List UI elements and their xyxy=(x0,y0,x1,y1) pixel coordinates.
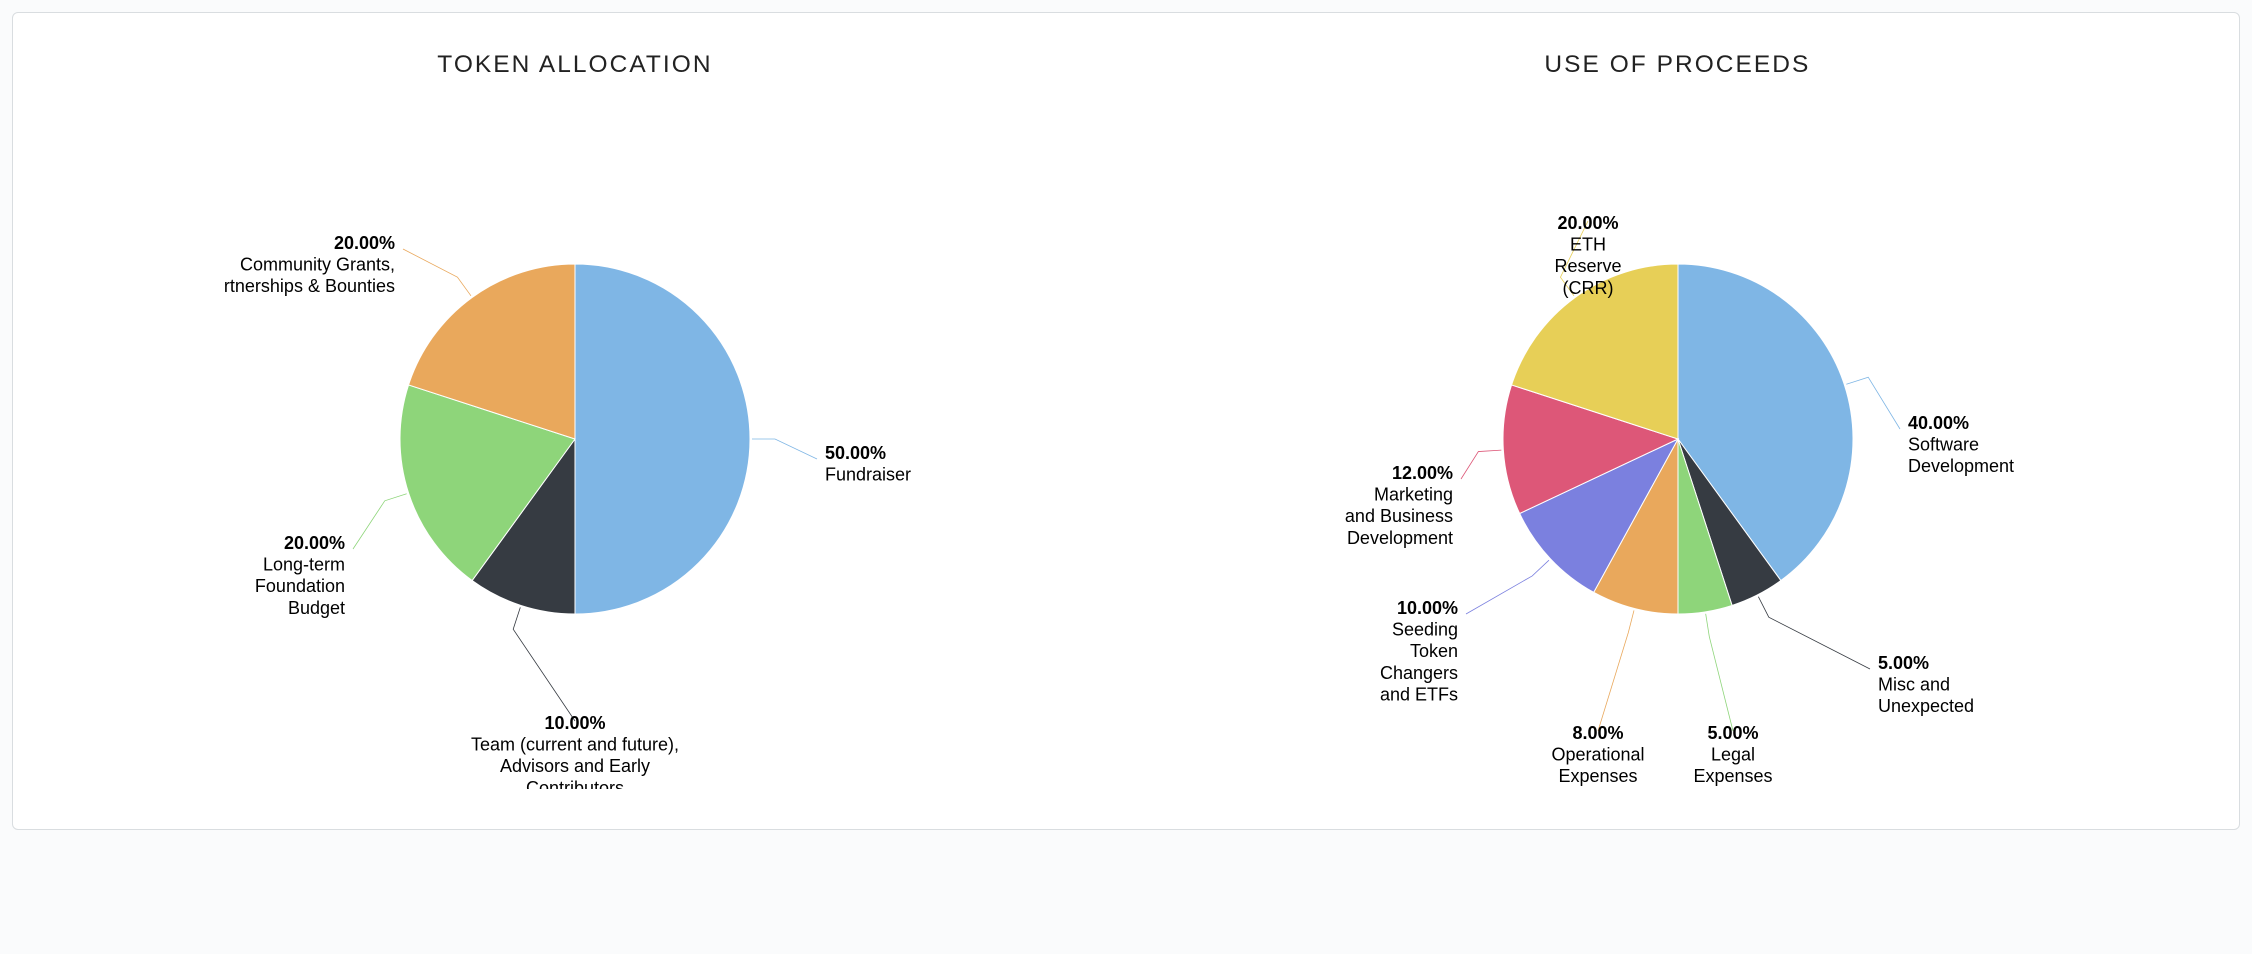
slice-label: 20.00%Long-termFoundationBudget xyxy=(254,533,344,618)
slice-label: 40.00%SoftwareDevelopment xyxy=(1908,413,2014,476)
leader-line xyxy=(513,607,575,721)
slice-label-line: Foundation xyxy=(254,576,344,596)
slice-percent: 20.00% xyxy=(283,533,344,553)
slice-percent: 10.00% xyxy=(544,713,605,733)
slice-label-line: Development xyxy=(1908,456,2014,476)
slice-percent: 20.00% xyxy=(1557,213,1618,233)
leader-line xyxy=(403,249,471,296)
chart-panel-use-of-proceeds: USE OF PROCEEDS40.00%SoftwareDevelopment… xyxy=(1126,33,2229,789)
slice-label-line: (CRR) xyxy=(1562,278,1613,298)
slice-label: 12.00%Marketingand BusinessDevelopment xyxy=(1344,463,1452,548)
slice-percent: 5.00% xyxy=(1878,653,1929,673)
slice-label-line: Team (current and future), xyxy=(470,735,678,755)
slice-label: 20.00%Community Grants,Partnerships & Bo… xyxy=(225,233,395,296)
leader-line xyxy=(1705,614,1732,731)
chart-title: USE OF PROCEEDS xyxy=(1545,51,1811,79)
chart-title: TOKEN ALLOCATION xyxy=(437,51,712,79)
charts-card: TOKEN ALLOCATION50.00%Fundraiser10.00%Te… xyxy=(12,12,2240,830)
slice-label: 50.00%Fundraiser xyxy=(825,443,911,485)
slice-label-line: Expenses xyxy=(1558,766,1637,786)
slice-label: 5.00%Misc andUnexpected xyxy=(1878,653,1974,716)
slice-label-line: Reserve xyxy=(1554,256,1621,276)
slice-percent: 5.00% xyxy=(1707,723,1758,743)
slice-label-line: Misc and xyxy=(1878,675,1950,695)
leader-line xyxy=(1598,610,1634,731)
leader-line xyxy=(1846,377,1900,429)
slice-label-line: Long-term xyxy=(262,555,344,575)
pie-slice xyxy=(575,264,750,614)
slice-label-line: Software xyxy=(1908,435,1979,455)
slice-percent: 20.00% xyxy=(333,233,394,253)
slice-label-line: and Business xyxy=(1344,506,1452,526)
slice-label-line: Seeding xyxy=(1391,620,1457,640)
slice-label-line: and ETFs xyxy=(1379,684,1457,704)
slice-label-line: Changers xyxy=(1379,663,1457,683)
chart-panel-token-allocation: TOKEN ALLOCATION 50.00%Fundraiser 10.00%Te… xyxy=(23,33,1126,789)
slice-label-line: Community Grants, xyxy=(239,255,394,275)
pie-chart-use-of-proceeds: 40.00%SoftwareDevelopment5.00%Misc andUn… xyxy=(1328,89,2028,789)
slice-label-line: Legal xyxy=(1710,745,1754,765)
slice-label-line: Marketing xyxy=(1373,485,1452,505)
slice-label-line: Development xyxy=(1346,528,1452,548)
slice-label-line: Budget xyxy=(287,598,344,618)
leader-line xyxy=(1466,560,1549,614)
slice-label-line: Expenses xyxy=(1693,766,1772,786)
slice-percent: 40.00% xyxy=(1908,413,1969,433)
slice-percent: 50.00% xyxy=(825,443,886,463)
leader-line xyxy=(752,439,817,459)
leader-line xyxy=(353,494,407,549)
slice-label-line: Fundraiser xyxy=(825,465,911,485)
slice-label-line: Token xyxy=(1409,641,1457,661)
slice-label-line: Unexpected xyxy=(1878,696,1974,716)
slice-label: 5.00%LegalExpenses xyxy=(1693,723,1772,786)
slice-percent: 12.00% xyxy=(1391,463,1452,483)
slice-percent: 8.00% xyxy=(1572,723,1623,743)
leader-line xyxy=(1758,597,1870,669)
slice-percent: 10.00% xyxy=(1396,598,1457,618)
slice-label-line: Contributors xyxy=(525,778,623,789)
charts-row: TOKEN ALLOCATION50.00%Fundraiser10.00%Te… xyxy=(13,13,2239,829)
pie-chart-token-allocation: 50.00%Fundraiser 10.00%Team (current and … xyxy=(225,89,925,789)
slice-label: 8.00%OperationalExpenses xyxy=(1551,723,1644,786)
slice-label-line: Advisors and Early xyxy=(499,756,649,776)
slice-label-line: Partnerships & Bounties xyxy=(225,276,395,296)
slice-label: 10.00%Team (current and future),Advisors… xyxy=(470,713,678,789)
slice-label: 10.00%SeedingTokenChangersand ETFs xyxy=(1379,598,1457,704)
leader-line xyxy=(1461,450,1501,479)
slice-label: 20.00%ETHReserve(CRR) xyxy=(1554,213,1621,298)
slice-label-line: ETH xyxy=(1570,235,1606,255)
slice-label-line: Operational xyxy=(1551,745,1644,765)
